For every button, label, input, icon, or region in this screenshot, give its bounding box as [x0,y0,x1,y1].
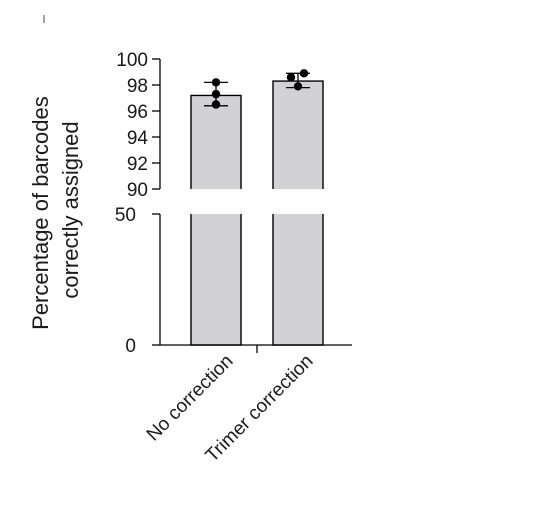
bar-upper-segment [272,80,324,189]
y-tick-label: 98 [127,76,148,97]
y-tick-label: 100 [116,50,148,71]
y-tick-label: 92 [127,154,148,175]
data-point [211,100,221,109]
data-point [286,73,296,82]
bars [190,80,324,346]
y-tick-label: 90 [127,180,148,201]
data-point [299,69,309,78]
data-point [211,78,221,87]
y-ticks: 90 92 94 96 98 100 0 50 [115,50,160,357]
data-point [293,82,303,91]
bar-0 [190,94,242,346]
y-tick-label: 96 [127,102,148,123]
y-tick-label: 94 [127,128,149,149]
y-axis-title-line-2: correctly assigned [58,121,83,298]
y-tick-label: 50 [115,205,136,226]
svg-text:Percentage of barcodes c: Percentage of barcodes correctly assigne… [28,90,83,330]
data-point [211,89,221,99]
y-axis-title-line-1: Percentage of barcodes [28,96,53,330]
bar-upper-segment [190,94,242,189]
data-points [211,69,309,109]
y-axis-title: Percentage of barcodes correctly assigne… [28,90,83,330]
y-tick-label: 0 [125,336,136,357]
bar-lower-segment [272,214,324,346]
bar-1 [272,80,324,346]
bar-lower-segment [190,214,242,346]
